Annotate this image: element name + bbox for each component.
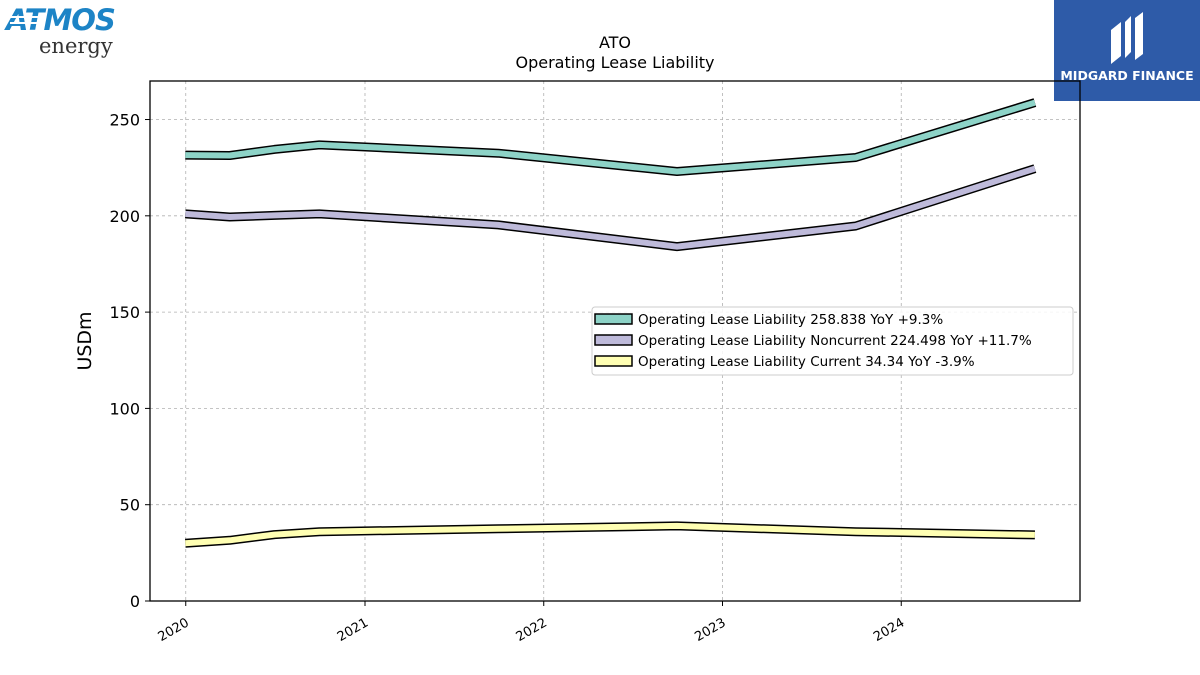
chart-subtitle: Operating Lease Liability [515,53,714,72]
y-tick-label: 100 [109,399,140,418]
series-group [184,98,1037,548]
legend-label-1: Operating Lease Liability 258.838 YoY +9… [638,312,943,328]
chart-title: ATO [599,33,631,52]
series-2-line [185,165,1036,250]
y-tick-label: 0 [130,592,140,611]
y-tick-label: 150 [109,303,140,322]
midgard-finance-logo: MIDGARD FINANCE [1054,0,1200,101]
x-tick-label: 2021 [335,615,371,645]
plot-frame [149,80,1081,602]
legend-box [591,306,1074,376]
atmos-energy-logo: ATMOS energy [6,4,131,60]
series-3-line [185,522,1035,547]
y-tick-label: 200 [109,207,140,226]
atmos-logo-subtext: energy [39,34,113,58]
legend-swatch-2 [594,334,633,346]
y-tick-label: 50 [120,496,140,515]
series-1-line [185,99,1036,175]
legend-label-2: Operating Lease Liability Noncurrent 224… [638,333,1032,349]
logo-stripe [10,22,40,24]
midgard-mark-icon [1054,8,1200,72]
legend: Operating Lease Liability 258.838 YoY +9… [591,306,1074,376]
series-1-outline [185,98,1037,176]
axes: 0 50 100 150 200 250 2020 2021 2022 2023 2024 [109,111,907,645]
x-tick-label: 2024 [871,615,907,645]
legend-swatch-3 [594,355,633,367]
x-tick-label: 2020 [156,615,192,645]
legend-swatch-1 [594,313,633,325]
midgard-logo-text: MIDGARD FINANCE [1060,68,1194,83]
x-tick-label: 2023 [692,615,728,645]
logo-stripe [10,16,40,18]
x-tick-label: 2022 [514,615,550,645]
atmos-logo-wordmark: ATMOS [6,3,116,37]
y-axis-label: USDm [74,311,96,370]
y-tick-label: 250 [109,111,140,130]
legend-label-3: Operating Lease Liability Current 34.34 … [638,354,975,370]
